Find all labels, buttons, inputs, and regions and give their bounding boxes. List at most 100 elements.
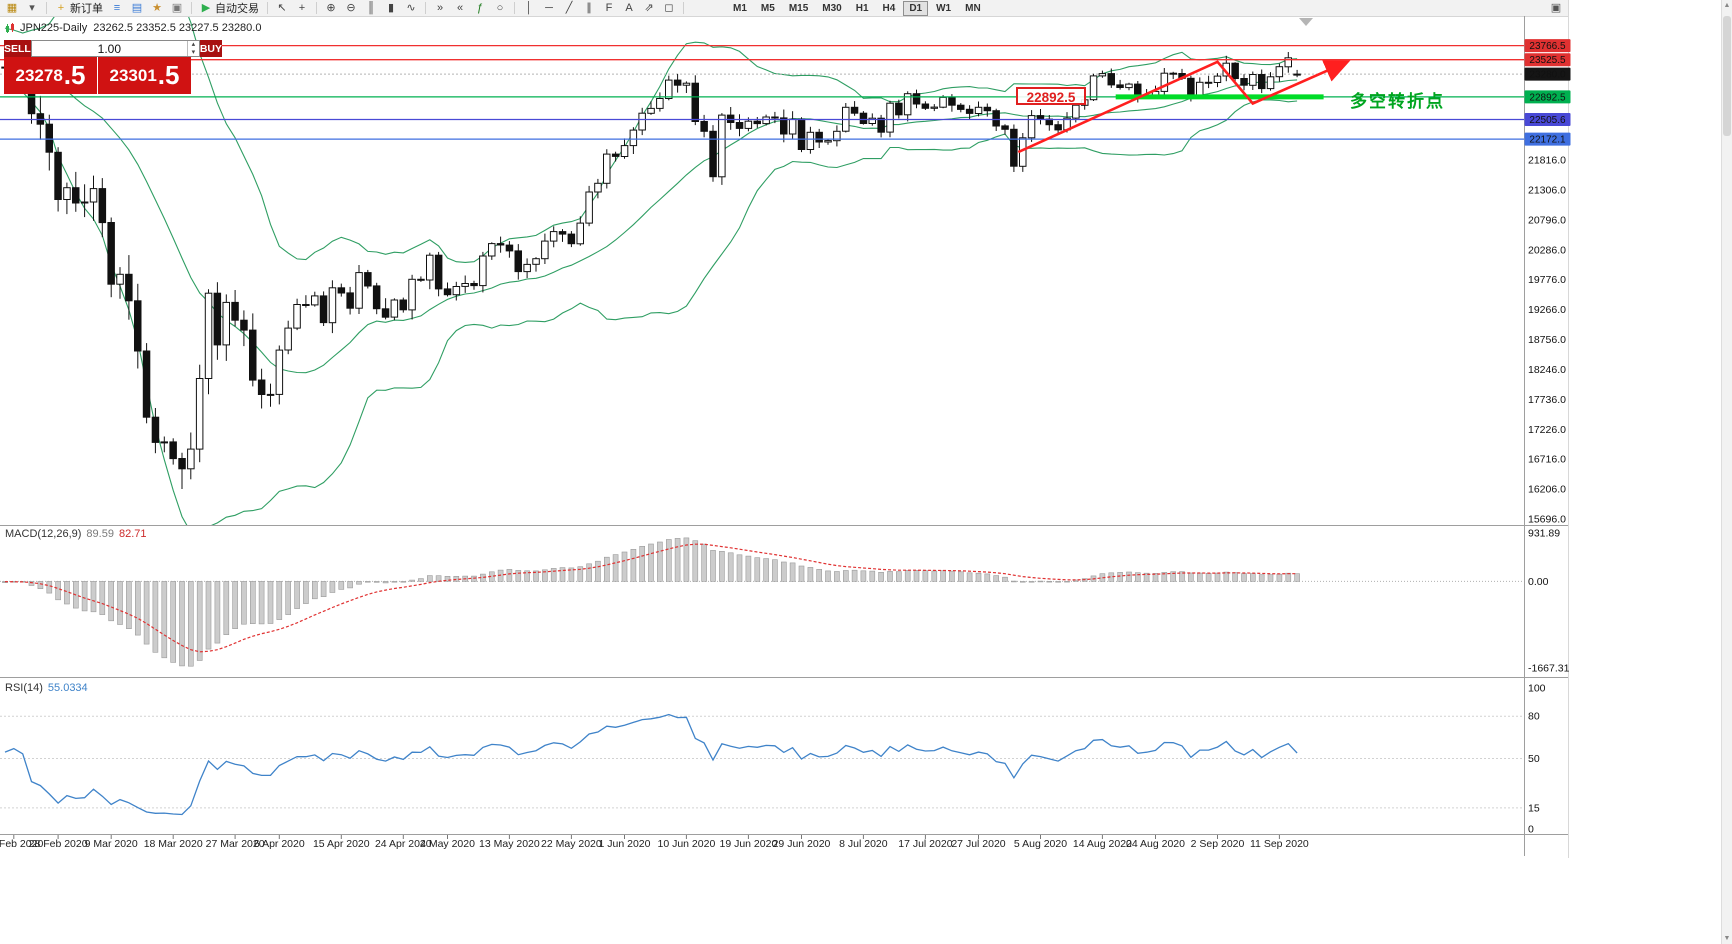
toolbar-separator [514, 2, 515, 14]
fullscreen-button[interactable]: ▣ [1547, 0, 1565, 17]
toolbar: ▦ ▾ + 新订单 ≡ ▤ ★ ▣ ▶ 自动交易 ↖ + ⊕ ⊖ ║ ▮ ∿» «ƒ ○ │ ─ ╱ ∥ F A ⇗ ◻ M1 M5 M1… [0, 0, 1568, 17]
timeframe-group: M1 M5 M15 M30 H1 H4 D1 W1 MN [726, 0, 988, 16]
trendline-tool[interactable]: ╱ [560, 0, 578, 17]
rsi-line [4, 713, 1298, 816]
svg-text:931.89: 931.89 [1528, 528, 1560, 540]
svg-text:14 Aug 2020: 14 Aug 2020 [1073, 838, 1132, 850]
svg-text:29 Jun 2020: 29 Jun 2020 [773, 838, 831, 850]
sell-price-main: 23278 [15, 65, 63, 85]
timeframe-h1[interactable]: H1 [855, 2, 869, 14]
market-watch-button[interactable]: ≡ [108, 0, 126, 17]
volume-up-arrow[interactable]: ▴ [191, 41, 196, 49]
svg-text:4 May 2020: 4 May 2020 [420, 838, 475, 850]
macd-main-value: 89.59 [86, 528, 114, 540]
timeframe-d1[interactable]: D1 [903, 0, 929, 16]
svg-text:27 Mar 2020: 27 Mar 2020 [206, 838, 265, 850]
periods-dropdown[interactable]: ○ [491, 0, 509, 17]
timeframe-h4[interactable]: H4 [882, 2, 896, 14]
vertical-line-tool-icon: │ [525, 1, 533, 14]
rsi-indicator-label: RSI(14) 55.0334 [5, 682, 88, 694]
horizontal-line-tool[interactable]: ─ [540, 0, 558, 17]
candle-chart-mode[interactable]: ▮ [382, 0, 400, 17]
cursor-tool[interactable]: ↖ [273, 0, 291, 17]
price-axis-labels: 21816.0 21306.0 20796.0 20286.0 19776.0 19266… [1528, 155, 1566, 526]
line-chart-mode-icon: ∿ [406, 1, 416, 14]
pane-separators[interactable] [0, 16, 1568, 856]
navigator-button[interactable]: ★ [148, 0, 166, 17]
timeframe-mn[interactable]: MN [965, 2, 981, 14]
svg-text:50: 50 [1528, 753, 1540, 765]
svg-text:18756.0: 18756.0 [1528, 334, 1566, 346]
candles [1, 50, 1301, 489]
svg-text:20 Feb 2020: 20 Feb 2020 [0, 838, 43, 850]
price-callout-box[interactable]: 22892.5 [1016, 87, 1086, 105]
svg-text:23280.0: 23280.0 [1529, 70, 1566, 81]
svg-text:20286.0: 20286.0 [1528, 244, 1566, 256]
timeframe-m15[interactable]: M15 [788, 2, 809, 14]
volume-box: ▴ ▾ [30, 40, 200, 57]
navigator-button-icon: ★ [152, 1, 162, 14]
vertical-scrollbar[interactable]: ▲ ▼ [1721, 0, 1732, 944]
autotrading-button-label: 自动交易 [215, 3, 259, 15]
text-tool-icon: A [625, 1, 633, 14]
svg-text:16206.0: 16206.0 [1528, 484, 1566, 496]
scrollbar-thumb[interactable] [1723, 16, 1731, 136]
svg-text:23766.5: 23766.5 [1529, 41, 1566, 52]
volume-down-arrow[interactable]: ▾ [191, 48, 196, 56]
market-watch-button-icon: ≡ [113, 1, 121, 14]
crosshair-tool[interactable]: + [293, 0, 311, 17]
bar-chart-mode[interactable]: ║ [362, 0, 380, 17]
zoom-out-button[interactable]: ⊖ [342, 0, 360, 17]
terminal-button[interactable]: ▣ [168, 0, 186, 17]
rsi-value: 55.0334 [47, 682, 88, 694]
fibonacci-tool[interactable]: F [600, 0, 618, 17]
text-tool[interactable]: A [620, 0, 638, 17]
timeframe-m30[interactable]: M30 [822, 2, 842, 14]
scroll-up-icon[interactable]: ▲ [1723, 2, 1731, 9]
svg-text:19 Jun 2020: 19 Jun 2020 [719, 838, 777, 850]
chart-shift-button-icon: « [456, 1, 464, 14]
volume-stepper: ▴ ▾ [186, 41, 199, 56]
scroll-down-icon[interactable]: ▼ [1723, 935, 1731, 942]
toolbar-separator [316, 2, 317, 14]
channel-tool[interactable]: ∥ [580, 0, 598, 17]
auto-scroll-button[interactable]: » [431, 0, 449, 17]
timeframe-m1[interactable]: M1 [733, 2, 747, 14]
timeframe-m5[interactable]: M5 [760, 2, 775, 14]
zoom-in-button[interactable]: ⊕ [322, 0, 340, 17]
svg-text:9 Mar 2020: 9 Mar 2020 [85, 838, 138, 850]
horizontal-line-objects[interactable] [0, 44, 1524, 140]
macd-histogram [2, 537, 1300, 667]
arrow-tool[interactable]: ⇗ [640, 0, 658, 17]
chart-shift-marker [1299, 18, 1313, 26]
svg-text:19776.0: 19776.0 [1528, 274, 1566, 286]
timeframe-w1[interactable]: W1 [936, 2, 952, 14]
sell-button[interactable]: SELL [4, 40, 31, 57]
line-chart-mode[interactable]: ∿ [402, 0, 420, 17]
data-window-button[interactable]: ▤ [128, 0, 146, 17]
svg-text:0.00: 0.00 [1528, 576, 1549, 588]
indicators-button[interactable]: ƒ [471, 0, 489, 17]
svg-text:20796.0: 20796.0 [1528, 214, 1566, 226]
shapes-tool-icon: ◻ [664, 1, 674, 14]
svg-text:8 Jul 2020: 8 Jul 2020 [839, 838, 888, 850]
new-order-button[interactable]: + 新订单 [52, 0, 106, 17]
rsi-name: RSI(14) [5, 682, 43, 694]
chart-shift-button[interactable]: « [451, 0, 469, 17]
new-chart-button-icon: ▦ [6, 1, 18, 14]
svg-text:15: 15 [1528, 802, 1540, 814]
svg-text:22892.5: 22892.5 [1529, 92, 1566, 103]
vertical-line-tool[interactable]: │ [520, 0, 538, 17]
trend-arrow[interactable] [1017, 60, 1351, 154]
volume-input[interactable] [31, 41, 187, 56]
buy-button[interactable]: BUY [199, 40, 223, 57]
new-chart-button[interactable]: ▦ [3, 0, 21, 17]
crosshair-tool-icon: + [298, 1, 306, 14]
toolbar-separator [425, 2, 426, 14]
buy-price[interactable]: 23301.5 [98, 57, 191, 94]
sell-price[interactable]: 23278.5 [4, 57, 98, 94]
chart-list-dropdown[interactable]: ▾ [23, 0, 41, 17]
shapes-tool[interactable]: ◻ [660, 0, 678, 17]
autotrading-button[interactable]: ▶ 自动交易 [197, 0, 262, 17]
